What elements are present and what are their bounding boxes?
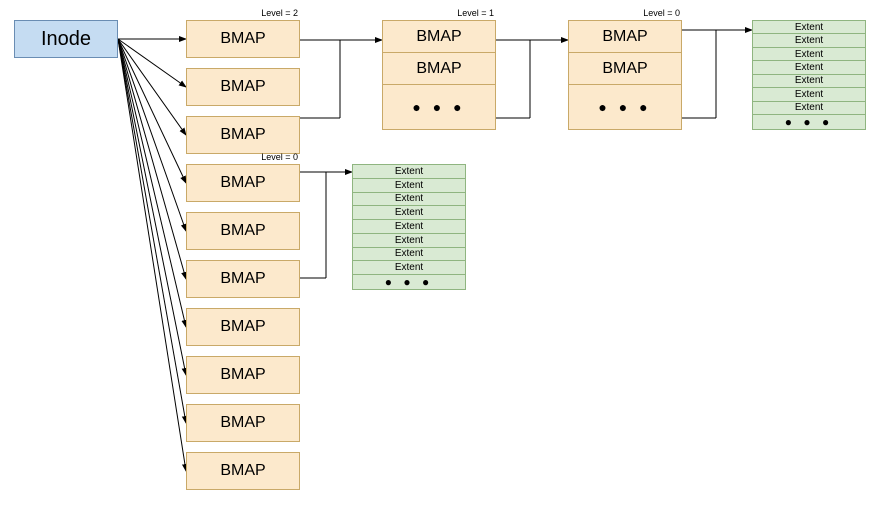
extent-row: Extent xyxy=(353,206,465,220)
bmap-box-1: BMAP xyxy=(186,68,300,106)
extent-row: Extent xyxy=(753,48,865,61)
bmap-box-7: BMAP xyxy=(186,356,300,394)
extent-row: Extent xyxy=(753,75,865,88)
extent-row: Extent xyxy=(353,193,465,207)
bmap-row: BMAP xyxy=(569,53,681,85)
bmap-box-8: BMAP xyxy=(186,404,300,442)
extent-row: Extent xyxy=(353,220,465,234)
extent-row: Extent xyxy=(753,88,865,101)
extent-row: Extent xyxy=(353,261,465,275)
extent-row: Extent xyxy=(753,21,865,34)
bmap-row: BMAP xyxy=(383,21,495,53)
bmap_group_1: BMAPBMAP● ● ● xyxy=(382,20,496,130)
bmap_group_2: BMAPBMAP● ● ● xyxy=(568,20,682,130)
extent-row: Extent xyxy=(753,61,865,74)
inode-box: Inode xyxy=(14,20,118,58)
ellipsis: ● ● ● xyxy=(753,115,865,129)
bmap-box-5: BMAP xyxy=(186,260,300,298)
bmap-box-6: BMAP xyxy=(186,308,300,346)
ellipsis: ● ● ● xyxy=(353,275,465,289)
extent_group_mid: ExtentExtentExtentExtentExtentExtentExte… xyxy=(352,164,466,290)
extent-row: Extent xyxy=(353,179,465,193)
extent-row: Extent xyxy=(753,102,865,115)
ellipsis: ● ● ● xyxy=(383,85,495,129)
extent_group_top: ExtentExtentExtentExtentExtentExtentExte… xyxy=(752,20,866,130)
bmap-box-4: BMAP xyxy=(186,212,300,250)
extent-row: Extent xyxy=(353,248,465,262)
level-label: Level = 0 xyxy=(622,8,680,18)
extent-row: Extent xyxy=(753,34,865,47)
bmap-row: BMAP xyxy=(569,21,681,53)
ellipsis: ● ● ● xyxy=(569,85,681,129)
bmap-box-3: BMAP xyxy=(186,164,300,202)
level-label: Level = 0 xyxy=(240,152,298,162)
level-label: Level = 2 xyxy=(240,8,298,18)
extent-row: Extent xyxy=(353,165,465,179)
extent-row: Extent xyxy=(353,234,465,248)
level-label: Level = 1 xyxy=(436,8,494,18)
bmap-row: BMAP xyxy=(383,53,495,85)
bmap-box-2: BMAP xyxy=(186,116,300,154)
bmap-box-9: BMAP xyxy=(186,452,300,490)
bmap-box-0: BMAP xyxy=(186,20,300,58)
